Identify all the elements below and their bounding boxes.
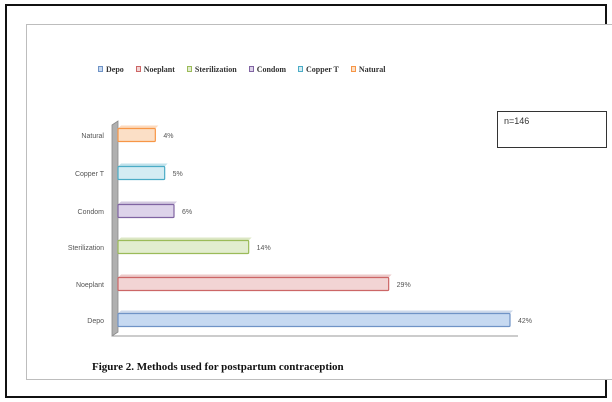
bar bbox=[117, 203, 175, 219]
legend-swatch bbox=[248, 66, 254, 72]
legend-item: Natural bbox=[350, 64, 386, 74]
category-label: Condom bbox=[78, 209, 105, 216]
bar bbox=[117, 276, 390, 292]
legend-item: Noeplant bbox=[135, 64, 175, 74]
legend-label: Noeplant bbox=[143, 64, 175, 74]
bar-top bbox=[118, 201, 177, 205]
legend-swatch bbox=[98, 66, 103, 72]
bar-top bbox=[118, 163, 168, 167]
legend-label: Condom bbox=[256, 64, 287, 74]
bar bbox=[117, 127, 156, 143]
legend-label: Sterilization bbox=[194, 64, 237, 74]
legend-swatch bbox=[298, 66, 304, 72]
axis-wall bbox=[111, 120, 119, 337]
legend-label: Copper T bbox=[306, 64, 339, 74]
data-label: 4% bbox=[163, 133, 173, 140]
legend-swatch bbox=[350, 66, 356, 72]
category-label: Copper T bbox=[75, 171, 105, 178]
legend-label: Natural bbox=[358, 64, 386, 74]
sample-size-note: n=146 bbox=[497, 111, 607, 148]
legend-swatch bbox=[135, 66, 141, 72]
bar-top bbox=[118, 274, 392, 278]
data-label: 29% bbox=[397, 282, 411, 289]
chart-legend: Depo Noeplant Sterilization Condom Copper T N… bbox=[98, 62, 386, 76]
data-label: 5% bbox=[173, 171, 183, 178]
bar bbox=[117, 312, 511, 328]
legend-item: Sterilization bbox=[186, 64, 237, 74]
bar-top bbox=[118, 125, 159, 129]
data-label: 14% bbox=[257, 245, 271, 252]
bar bbox=[117, 239, 250, 255]
figure-caption: Figure 2. Methods used for postpartum co… bbox=[92, 361, 344, 373]
data-label: 6% bbox=[182, 209, 192, 216]
category-label: Natural bbox=[81, 133, 104, 140]
legend-item: Depo bbox=[98, 65, 124, 74]
bar-top bbox=[118, 237, 252, 241]
bar bbox=[117, 165, 166, 181]
legend-item: Copper T bbox=[298, 65, 339, 74]
category-label: Depo bbox=[87, 318, 104, 325]
bar-top bbox=[118, 310, 513, 314]
legend-item: Condom bbox=[248, 64, 287, 74]
legend-swatch bbox=[186, 66, 192, 72]
category-label: Sterilization bbox=[68, 245, 104, 252]
category-label: Noeplant bbox=[76, 282, 104, 289]
legend-label: Depo bbox=[106, 64, 124, 74]
data-label: 42% bbox=[518, 318, 532, 325]
